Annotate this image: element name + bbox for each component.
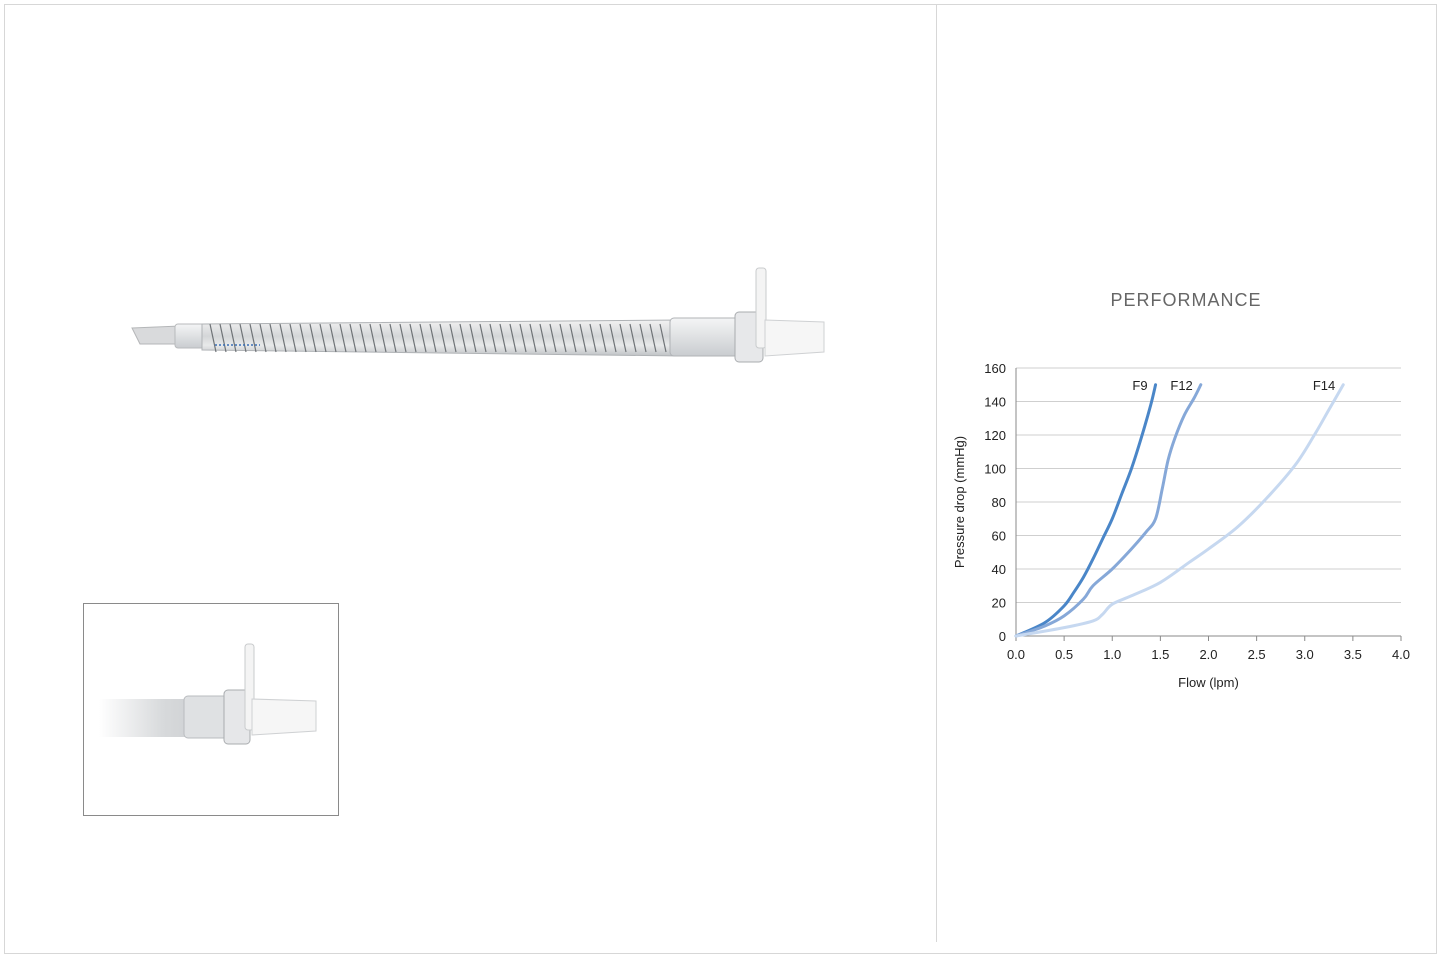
series-line-f14: [1014, 383, 1345, 638]
x-tick-label: 3.0: [1296, 647, 1314, 662]
performance-chart: 0 20 40 60 80 100 120 140 160 0.0 0.5 1.0 1.5 2.0 2.5…: [952, 361, 1410, 690]
series-label-f12: F12: [1170, 378, 1192, 393]
section-title: PERFORMANCE: [1110, 290, 1262, 310]
y-tick-label: 0: [999, 629, 1006, 644]
x-tick-label: 0.0: [1007, 647, 1025, 662]
cannula-product-image: [131, 267, 825, 363]
y-tick-label: 160: [984, 361, 1006, 376]
y-tick-label: 100: [984, 462, 1006, 477]
x-axis-label: Flow (lpm): [1178, 675, 1239, 690]
y-tick-label: 80: [992, 495, 1006, 510]
series-label-f9: F9: [1132, 378, 1147, 393]
y-tick-label: 140: [984, 395, 1006, 410]
x-tick-label: 0.5: [1055, 647, 1073, 662]
y-axis-label: Pressure drop (mmHg): [952, 436, 967, 568]
x-tick-label: 1.5: [1151, 647, 1169, 662]
x-tick-label: 1.0: [1103, 647, 1121, 662]
y-tick-label: 60: [992, 529, 1006, 544]
series-line-f9: [1014, 383, 1158, 638]
x-tick-label: 3.5: [1344, 647, 1362, 662]
y-tick-label: 20: [992, 596, 1006, 611]
column-divider: [936, 4, 937, 942]
series-line-f12: [1014, 383, 1203, 638]
x-tick-label: 2.5: [1248, 647, 1266, 662]
x-tick-label: 4.0: [1392, 647, 1410, 662]
series-label-f14: F14: [1313, 378, 1335, 393]
connector-detail-inset: [83, 603, 339, 816]
y-tick-label: 120: [984, 428, 1006, 443]
y-tick-label: 40: [992, 562, 1006, 577]
x-tick-label: 2.0: [1199, 647, 1217, 662]
